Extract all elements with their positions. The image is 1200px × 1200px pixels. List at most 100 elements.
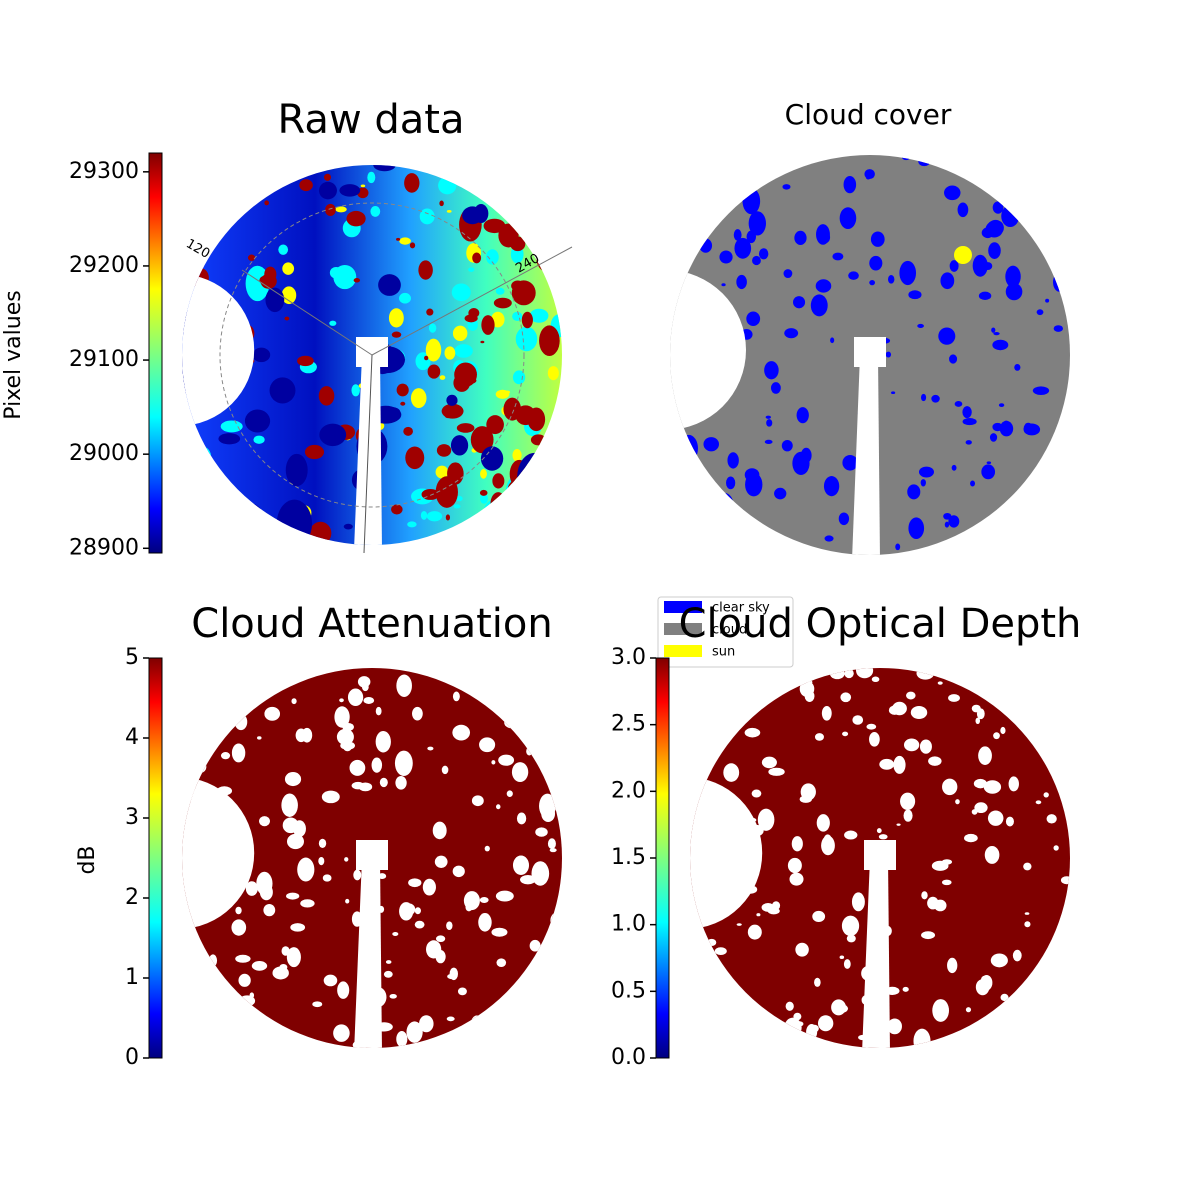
blob bbox=[473, 204, 489, 224]
blob bbox=[893, 755, 906, 774]
mask-box bbox=[356, 840, 388, 870]
blob bbox=[714, 947, 727, 956]
blob bbox=[484, 845, 490, 852]
blob bbox=[265, 287, 285, 313]
blob bbox=[463, 891, 480, 911]
legend-swatch bbox=[664, 601, 702, 613]
tick-label: 2 bbox=[125, 885, 139, 910]
blob bbox=[1038, 1020, 1056, 1044]
blob bbox=[318, 838, 327, 848]
blob bbox=[396, 237, 401, 241]
blob bbox=[182, 938, 200, 952]
blob bbox=[286, 892, 300, 900]
blob bbox=[505, 474, 530, 510]
blob bbox=[463, 377, 477, 384]
blob bbox=[1059, 285, 1066, 293]
blob bbox=[526, 747, 533, 756]
blob bbox=[1035, 800, 1042, 805]
blob bbox=[517, 452, 553, 501]
blob bbox=[816, 224, 830, 245]
blob bbox=[395, 775, 407, 790]
blob bbox=[231, 743, 246, 763]
blob bbox=[389, 993, 397, 999]
blob bbox=[541, 805, 556, 822]
blob bbox=[453, 504, 461, 509]
blob bbox=[747, 924, 762, 940]
blob bbox=[783, 671, 796, 688]
blob bbox=[795, 942, 809, 957]
mask-post bbox=[862, 858, 890, 1048]
blob bbox=[276, 499, 313, 545]
blob bbox=[520, 202, 529, 213]
blob bbox=[531, 861, 550, 886]
blob bbox=[461, 168, 474, 181]
blob bbox=[748, 211, 767, 236]
blob bbox=[987, 810, 1004, 826]
blob bbox=[471, 529, 482, 543]
sun-marker bbox=[954, 246, 972, 264]
azimuth-line bbox=[371, 246, 573, 356]
blob bbox=[965, 1007, 972, 1013]
blob bbox=[944, 521, 950, 528]
tick-label: 0.0 bbox=[611, 1045, 646, 1070]
blob bbox=[823, 476, 840, 497]
blob bbox=[549, 848, 557, 853]
blob bbox=[814, 733, 824, 741]
blob bbox=[498, 754, 515, 766]
blob bbox=[1043, 792, 1049, 798]
blob bbox=[712, 175, 730, 197]
blob bbox=[491, 760, 496, 765]
blob bbox=[1024, 912, 1030, 915]
tick-label: 29300 bbox=[69, 159, 139, 184]
blob bbox=[975, 717, 981, 725]
blob bbox=[1008, 511, 1021, 530]
blob bbox=[1055, 750, 1067, 762]
blob bbox=[870, 231, 885, 247]
blob bbox=[821, 835, 835, 856]
blob bbox=[208, 954, 218, 967]
blob bbox=[751, 789, 762, 798]
blob bbox=[720, 708, 732, 715]
legend-label: clear sky bbox=[712, 601, 770, 616]
blob bbox=[521, 311, 533, 329]
blob bbox=[757, 808, 775, 831]
blob bbox=[252, 347, 271, 363]
blob bbox=[441, 403, 464, 419]
blob bbox=[441, 765, 449, 775]
blob bbox=[707, 938, 717, 947]
blob bbox=[471, 795, 484, 807]
blob bbox=[378, 274, 401, 296]
mask-post bbox=[354, 858, 382, 1048]
blob bbox=[439, 375, 446, 380]
blob bbox=[472, 252, 482, 264]
blob bbox=[947, 957, 958, 974]
legend-label: sun bbox=[712, 645, 735, 660]
blob bbox=[259, 816, 270, 827]
blob bbox=[343, 523, 353, 530]
blob bbox=[1051, 1023, 1061, 1035]
blob bbox=[896, 823, 901, 826]
tick-label: 29000 bbox=[69, 441, 139, 466]
blob bbox=[407, 521, 417, 528]
blob bbox=[965, 440, 972, 445]
blob bbox=[339, 698, 344, 703]
sky-image bbox=[182, 165, 562, 545]
blob bbox=[384, 407, 401, 417]
blob bbox=[333, 1024, 350, 1042]
blob bbox=[511, 280, 536, 306]
blob bbox=[975, 979, 990, 996]
blob bbox=[1044, 683, 1059, 692]
blob bbox=[408, 878, 422, 888]
blob bbox=[422, 878, 436, 896]
blob bbox=[758, 248, 769, 260]
blob bbox=[1000, 726, 1006, 735]
blob bbox=[234, 713, 248, 731]
tick-label: 3.0 bbox=[611, 645, 646, 670]
blob bbox=[452, 865, 465, 878]
blob bbox=[456, 423, 475, 433]
blob bbox=[396, 1031, 408, 1048]
blob bbox=[921, 393, 927, 402]
blob bbox=[690, 985, 697, 993]
blob bbox=[679, 434, 698, 462]
blob bbox=[243, 672, 253, 686]
